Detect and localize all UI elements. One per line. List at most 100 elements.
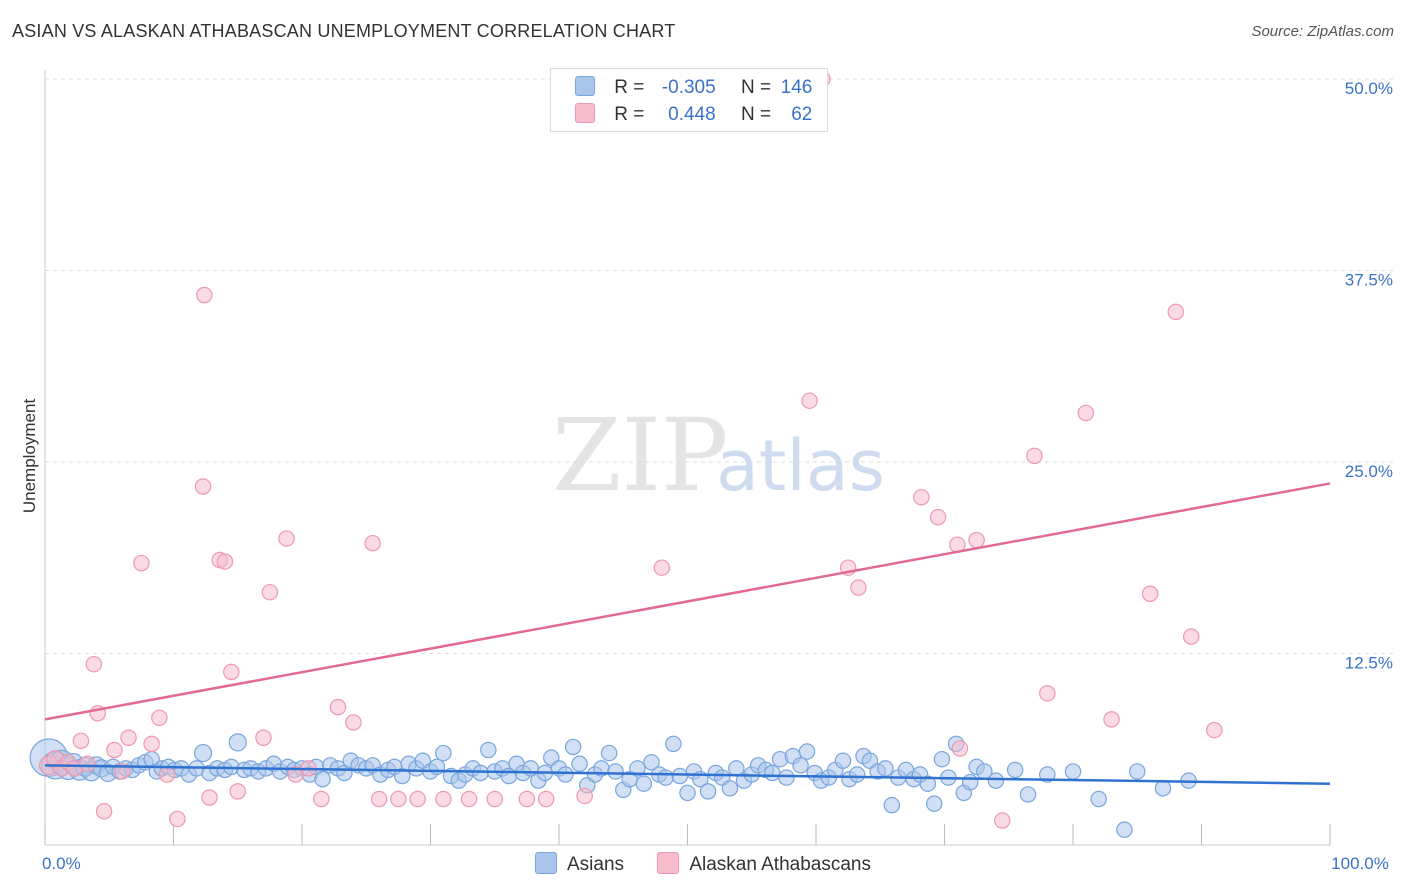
alaskan-point (435, 790, 452, 808)
alaskan-point (85, 655, 103, 673)
asian-point (961, 773, 979, 791)
y-tick-labels: 12.5% 25.0% 37.5% 50.0% (1345, 79, 1393, 673)
asian-point (1064, 763, 1082, 780)
asian-point (1154, 780, 1172, 797)
alaskan-point (518, 790, 536, 808)
alaskan-point (196, 286, 213, 304)
alaskan-swatch (575, 103, 595, 123)
asian-point (557, 766, 574, 783)
alaskan-point (329, 698, 347, 716)
alaskan-point (1077, 404, 1095, 422)
asian-point (764, 764, 781, 782)
asian-point (834, 752, 852, 769)
asian-point (883, 796, 901, 814)
alaskan-point (460, 790, 478, 808)
alaskan-points (38, 70, 1223, 829)
asian-point (571, 755, 588, 773)
alaskan-point (929, 508, 947, 526)
asian-point (987, 772, 1005, 789)
asian-point (600, 744, 618, 762)
alaskan-point (169, 810, 186, 828)
alaskan-point (313, 790, 330, 808)
asian-point (798, 743, 816, 760)
asian-point (699, 783, 717, 800)
alaskan-athabascans-label: Alaskan Athabascans (689, 854, 871, 875)
alaskan-point (278, 530, 295, 547)
asian-point (671, 767, 689, 785)
asian-point (228, 733, 247, 752)
legend-row-alaskan: R = 0.448 N = 62 (575, 103, 812, 126)
asians-label: Asians (567, 854, 625, 875)
x-ticks (44, 824, 1331, 845)
alaskan-point (1026, 447, 1043, 465)
trend-lines (44, 482, 1331, 785)
asian-point (1090, 790, 1107, 808)
asian-point (679, 784, 696, 802)
alaskan-point (201, 789, 218, 806)
asian-point (1006, 761, 1024, 779)
alaskan-point (1167, 303, 1185, 321)
y-tick-label: 25.0% (1345, 462, 1393, 481)
alaskan-point (537, 790, 555, 808)
asian-point (643, 754, 660, 771)
asian-points (29, 733, 1197, 838)
alaskan-point (1039, 685, 1056, 702)
alaskan-point (390, 790, 407, 808)
alaskan-point (653, 559, 671, 576)
asian-point (848, 766, 866, 783)
alaskan-point (994, 812, 1011, 829)
asian-r-value: -0.305 (661, 77, 716, 98)
asian-trend-line (44, 764, 1331, 785)
x-tick-label: 0.0% (42, 854, 81, 873)
watermark: ZIP atlas (552, 397, 885, 514)
alaskan-point (968, 531, 985, 549)
alaskan-point (409, 790, 426, 808)
alaskan-point (143, 735, 160, 753)
alaskan-point (79, 755, 96, 773)
legend-item-asians[interactable]: Asians (535, 852, 624, 876)
alaskan-point (576, 787, 593, 805)
alaskan-point (364, 534, 381, 552)
asian-point (193, 743, 213, 763)
alaskan-point (1103, 711, 1120, 728)
alaskan-point (850, 579, 867, 596)
asian-point (665, 735, 682, 753)
asian-point (629, 760, 646, 777)
asian-point (792, 757, 809, 774)
alaskan-point (72, 732, 90, 750)
alaskan-point (345, 714, 362, 731)
watermark-zip: ZIP (552, 397, 728, 514)
legend-row-asian: R = -0.305 N = 146 (575, 76, 812, 99)
alaskan-point (486, 790, 504, 808)
asian-n-value: 146 (780, 77, 813, 98)
y-tick-label: 37.5% (1345, 271, 1393, 290)
alaskan-point (1141, 585, 1159, 603)
asian-point (919, 775, 937, 792)
asian-point (877, 760, 894, 777)
asian-point (778, 769, 795, 786)
alaskan-point (216, 553, 234, 570)
asian-point (564, 738, 582, 756)
asians-swatch (535, 852, 557, 874)
alaskan-trend-line (44, 482, 1331, 721)
alaskan-point (158, 766, 176, 783)
alaskan-point (261, 583, 279, 601)
x-tick-labels: 0.0% 100.0% (42, 854, 1389, 873)
alaskan-point (801, 392, 818, 409)
legend-item-alaskan-athabascans[interactable]: Alaskan Athabascans (657, 852, 871, 876)
alaskan-r-value: 0.448 (668, 104, 716, 125)
chart-title: ASIAN VS ALASKAN ATHABASCAN UNEMPLOYMENT… (12, 21, 676, 41)
alaskan-point (151, 709, 168, 727)
alaskan-point (913, 488, 930, 506)
correlation-legend: R = -0.305 N = 146 R = 0.448 N = 62 (550, 68, 828, 132)
y-tick-label: 50.0% (1345, 79, 1393, 98)
alaskan-point (255, 729, 272, 747)
x-tick-label: 100.0% (1331, 854, 1389, 873)
alaskan-point (1206, 721, 1223, 739)
asian-r-label: R = (614, 77, 645, 98)
asian-point (435, 744, 452, 762)
asian-point (721, 780, 739, 797)
asian-point (1019, 786, 1037, 803)
asian-point (1039, 766, 1056, 783)
